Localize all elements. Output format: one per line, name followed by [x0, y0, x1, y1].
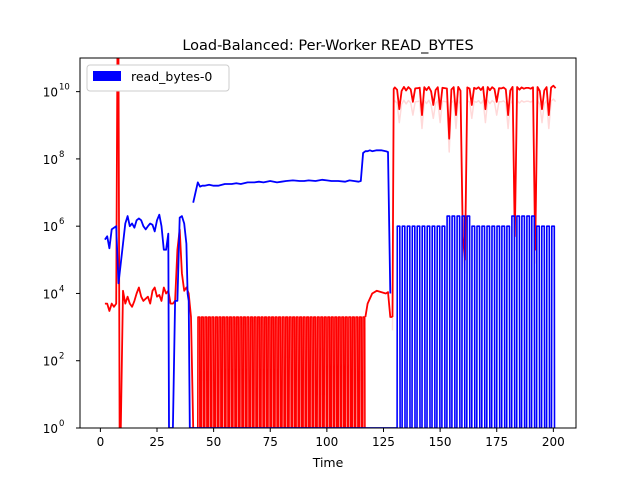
series-line-blue-pulses	[396, 215, 556, 428]
y-tick-label: 10	[43, 220, 58, 234]
y-tick-label: 10	[43, 153, 58, 167]
y-tick-exponent: 10	[59, 83, 70, 93]
legend: read_bytes-0	[86, 64, 230, 92]
x-tick-label: 100	[315, 435, 338, 449]
y-tick-label: 10	[43, 355, 58, 369]
x-tick-label: 50	[206, 435, 221, 449]
legend-box	[86, 64, 230, 92]
y-tick-exponent: 8	[59, 150, 64, 160]
y-tick-label: 10	[43, 422, 58, 436]
series-line-blue-early	[104, 213, 398, 428]
x-axis-label: Time	[312, 455, 344, 470]
series-layer	[104, 58, 557, 428]
x-tick-label: 150	[429, 435, 452, 449]
series-line-red-tail	[391, 84, 557, 318]
legend-label: read_bytes-0	[131, 69, 212, 84]
series-line-red-early	[104, 58, 195, 428]
x-tick-label: 200	[542, 435, 565, 449]
x-tick-label: 0	[97, 435, 105, 449]
series-line-blue-plateau-0	[192, 149, 392, 294]
x-axis: 0 25 50 75 100 125 150 175 200	[97, 428, 565, 449]
y-tick-label: 10	[43, 86, 58, 100]
y-tick-exponent: 6	[59, 217, 64, 227]
y-tick-label: 10	[43, 287, 58, 301]
series-line-red-tail-shadow	[391, 98, 557, 331]
plot-frame	[79, 57, 577, 429]
x-tick-label: 125	[372, 435, 395, 449]
y-tick-exponent: 0	[59, 419, 64, 429]
y-tick-exponent: 2	[59, 352, 64, 362]
x-tick-label: 75	[263, 435, 278, 449]
chart-title: Load-Balanced: Per-Worker READ_BYTES	[182, 38, 473, 54]
x-tick-label: 175	[485, 435, 508, 449]
y-tick-exponent: 4	[59, 284, 64, 294]
series-line-red-plateau	[364, 289, 393, 318]
x-tick-label: 25	[149, 435, 164, 449]
legend-swatch	[93, 71, 121, 81]
